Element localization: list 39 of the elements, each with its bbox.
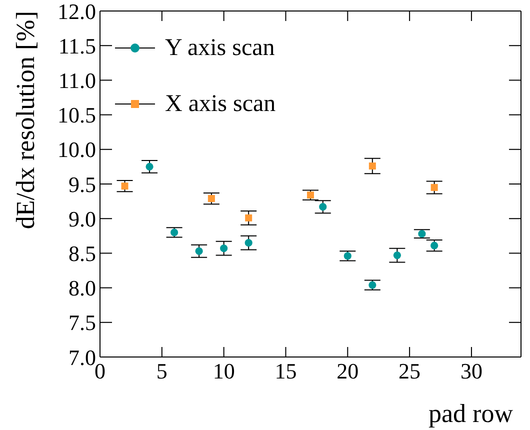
point — [430, 242, 438, 250]
x-tick-label: 10 — [212, 358, 235, 384]
y-tick-label: 7.5 — [68, 310, 96, 336]
x-tick-label: 15 — [274, 358, 297, 384]
point — [430, 184, 438, 191]
y-tick-label: 10.0 — [58, 137, 96, 162]
legend-label: X axis scan — [165, 90, 276, 118]
point — [368, 162, 376, 170]
y-tick-label: 10.5 — [58, 102, 96, 128]
y-tick-label: 11.0 — [58, 68, 96, 94]
y-tick-label: 8.5 — [68, 241, 96, 266]
y-axis-title: dE/dx resolution [%] — [10, 11, 40, 230]
x-tick-label: 25 — [398, 358, 421, 384]
point — [195, 247, 203, 255]
x-tick-label: 30 — [460, 358, 482, 384]
point — [344, 252, 352, 260]
point — [319, 203, 327, 211]
point — [121, 182, 128, 190]
point — [170, 228, 178, 236]
y-tick-label: 9.5 — [68, 172, 96, 197]
point — [208, 195, 215, 202]
point — [245, 214, 252, 222]
x-axis-title: pad row — [428, 399, 514, 428]
y-tick-label: 9.0 — [68, 206, 96, 232]
point — [146, 162, 154, 170]
y-tick-label: 12.0 — [58, 0, 96, 24]
point — [368, 281, 376, 289]
y-tick-label: 7.0 — [68, 344, 96, 370]
point — [418, 230, 426, 238]
point — [244, 239, 252, 247]
y-tick-label: 11.5 — [58, 33, 96, 58]
x-tick-label: 5 — [156, 358, 168, 384]
legend-label: Y axis scan — [165, 34, 275, 62]
y-tick-label: 8.0 — [68, 276, 96, 301]
point — [307, 192, 314, 199]
x-tick-label: 20 — [336, 358, 359, 384]
x-tick-label: 0 — [94, 358, 106, 384]
point — [393, 251, 401, 260]
point — [220, 244, 228, 252]
